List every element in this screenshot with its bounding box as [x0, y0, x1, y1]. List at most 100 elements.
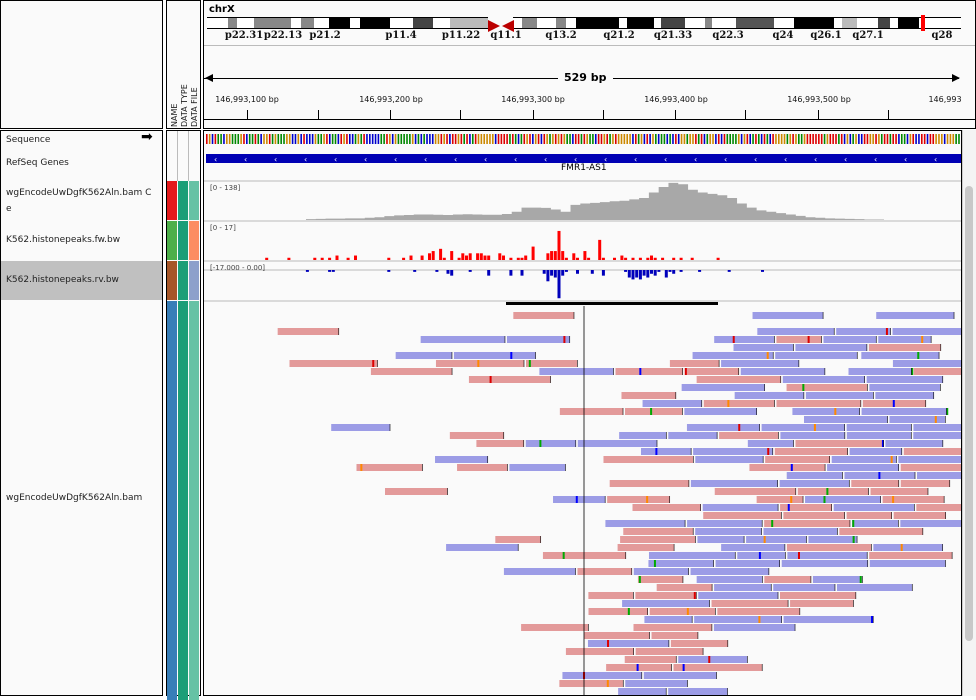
fw-bar	[450, 251, 454, 260]
alignment-read	[642, 400, 702, 407]
sequence-base	[586, 134, 588, 144]
mismatch-base	[686, 608, 689, 615]
track-name-rv[interactable]: K562.histonepeaks.rv.bw	[6, 275, 119, 285]
mismatch-base	[510, 352, 513, 359]
alignment-read	[869, 552, 953, 559]
fw-bar	[553, 251, 557, 260]
sequence-base	[672, 134, 674, 144]
sequence-base	[815, 134, 817, 144]
mismatch-base	[787, 504, 790, 511]
strand-chevron: ‹	[454, 155, 457, 164]
fw-bar	[679, 257, 683, 260]
cytoband	[627, 17, 654, 29]
data-panel[interactable]: ‹ ‹ ‹ ‹ ‹ ‹ ‹ ‹ ‹ ‹ ‹ ‹ ‹ ‹ ‹ ‹ ‹ ‹ ‹ ‹ ‹ ‹ ‹ ‹ ‹ FMR1-AS1 [0 - …	[203, 130, 962, 696]
alignment-read	[476, 440, 524, 447]
sequence-base	[792, 134, 794, 144]
track-name-refseq[interactable]: RefSeq Genes	[6, 158, 69, 168]
alignment-read	[714, 336, 775, 343]
strand-chevron: ‹	[334, 155, 337, 164]
alignment-read	[617, 544, 675, 551]
attribute-cell[interactable]	[189, 261, 199, 300]
sequence-base	[437, 134, 440, 144]
track-name-bam[interactable]: wgEncodeUwDgfK562Aln.bam	[6, 493, 143, 503]
alignment-read	[696, 376, 781, 383]
mismatch-base	[575, 496, 578, 503]
sequence-base	[803, 134, 806, 144]
track-name-fw[interactable]: K562.histonepeaks.fw.bw	[6, 235, 121, 245]
alignment-read	[882, 496, 945, 503]
alignment-read	[385, 488, 448, 495]
alignment-read	[747, 440, 794, 447]
ruler-tick	[818, 110, 819, 120]
alignment-read	[690, 480, 778, 487]
alignment-read	[468, 376, 551, 383]
attribute-cell[interactable]	[189, 181, 199, 220]
track-name-sequence[interactable]: Sequence	[6, 135, 51, 145]
cytoband-label: q11.1	[490, 30, 522, 41]
attr-header-name[interactable]: NAME	[170, 103, 179, 127]
cytoband	[890, 17, 898, 29]
fw-range: [0 - 17]	[210, 224, 236, 232]
rv-bar	[509, 270, 513, 276]
alignment-read	[715, 560, 780, 567]
attribute-cell[interactable]	[167, 261, 177, 300]
fw-bar	[561, 251, 565, 260]
alignment-read	[583, 632, 650, 639]
alignment-read	[714, 488, 796, 495]
alignment-read	[331, 424, 391, 431]
attribute-cell[interactable]	[167, 301, 177, 700]
sequence-base	[655, 134, 657, 144]
cytoband	[522, 17, 537, 29]
sequence-base	[509, 134, 511, 144]
vertical-scrollbar[interactable]	[962, 130, 976, 696]
attribute-cell[interactable]	[178, 221, 188, 260]
scrollbar-thumb[interactable]	[965, 186, 973, 641]
alignment-read	[684, 408, 757, 415]
sequence-base	[520, 134, 523, 144]
attr-header-data-file[interactable]: DATA FILE	[190, 87, 199, 127]
cytoband	[537, 17, 556, 29]
attribute-cell[interactable]	[189, 301, 199, 700]
rv-bar	[664, 270, 668, 278]
alignment-read	[749, 464, 826, 471]
attribute-cell[interactable]	[178, 181, 188, 220]
sequence-base	[400, 134, 403, 144]
alignment-read	[713, 624, 796, 631]
mismatch-base	[627, 608, 630, 615]
cytoband-label: p22.31	[224, 30, 264, 41]
attr-header-data-type[interactable]: DATA TYPE	[180, 84, 189, 127]
alignment-read	[687, 520, 763, 527]
sequence-base	[248, 134, 251, 144]
mismatch-base	[885, 328, 888, 335]
alignment-read	[783, 616, 874, 623]
cytoband	[842, 17, 857, 29]
sequence-base	[772, 134, 774, 144]
attribute-header-panel[interactable]: NAME DATA TYPE DATA FILE	[166, 0, 201, 129]
tracks-canvas[interactable]: ‹ ‹ ‹ ‹ ‹ ‹ ‹ ‹ ‹ ‹ ‹ ‹ ‹ ‹ ‹ ‹ ‹ ‹ ‹ ‹ ‹ ‹ ‹ ‹ ‹	[204, 131, 962, 696]
attribute-cell[interactable]	[189, 221, 199, 260]
track-name-bam-coverage[interactable]: wgEncodeUwDgfK562Aln.bam C	[6, 188, 152, 198]
sequence-base	[534, 134, 537, 144]
attribute-cell[interactable]	[167, 221, 177, 260]
strand-arrow-icon[interactable]: ➡	[141, 129, 153, 145]
sequence-base	[291, 134, 294, 144]
mismatch-base	[911, 368, 914, 375]
alignment-read	[719, 432, 779, 439]
sequence-base	[892, 134, 894, 144]
rv-bar	[550, 270, 554, 276]
sequence-base	[660, 134, 663, 144]
sequence-base	[769, 134, 772, 144]
attribute-cell[interactable]	[167, 181, 177, 220]
alignment-read	[913, 424, 961, 431]
attribute-divider	[188, 131, 189, 181]
strand-chevron: ‹	[244, 155, 247, 164]
fw-bar	[520, 257, 524, 260]
attribute-cell[interactable]	[178, 261, 188, 300]
alignment-read	[866, 376, 943, 383]
attribute-cell[interactable]	[178, 301, 188, 700]
alignment-read	[692, 352, 774, 359]
sequence-base	[489, 134, 491, 144]
alignment-read	[733, 344, 794, 351]
chromosome-ideogram[interactable]: p22.31 p22.13 p21.2 p11.4 p11.22 q11.1 q13.2 q2…	[204, 1, 975, 46]
track-name-bam-coverage-wrap[interactable]: e	[6, 204, 12, 214]
